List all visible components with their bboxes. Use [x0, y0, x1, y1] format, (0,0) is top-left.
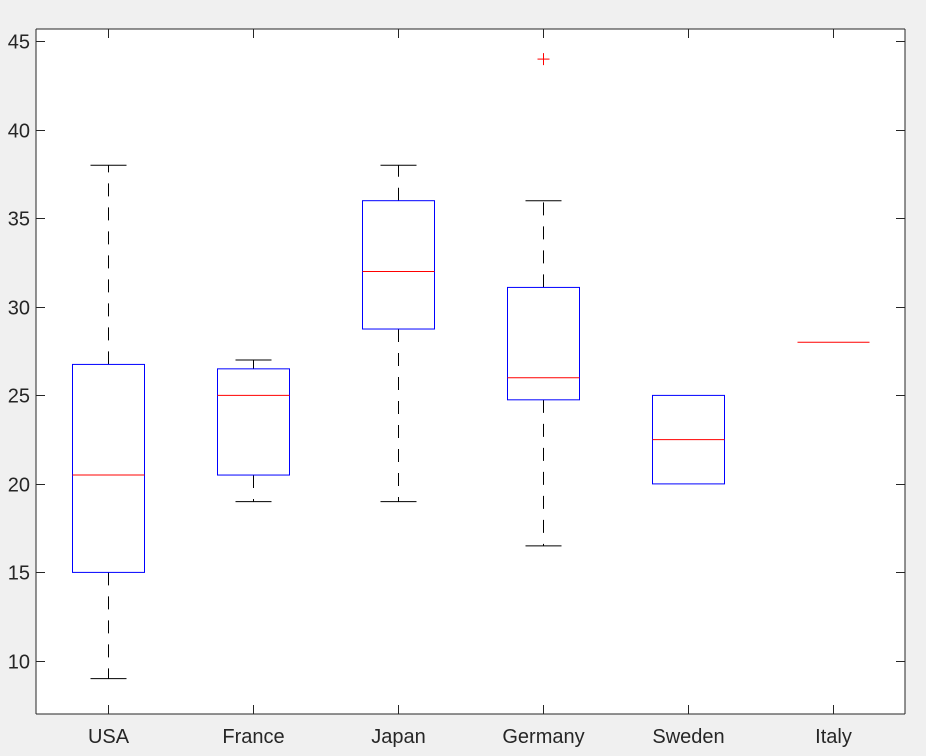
- box: [217, 368, 290, 476]
- x-tick-label-sweden: Sweden: [652, 726, 724, 748]
- box-group-usa: [72, 164, 145, 680]
- y-tick-label: 25: [8, 386, 30, 408]
- box-group-sweden: [652, 394, 725, 485]
- x-tick-label-japan: Japan: [371, 726, 426, 748]
- y-tick-label: 20: [8, 475, 30, 497]
- y-tick-label: 30: [8, 298, 30, 320]
- box: [72, 363, 145, 573]
- plot-area: [36, 29, 905, 714]
- y-tick-label: 40: [8, 121, 30, 143]
- outlier-marker: [537, 53, 550, 66]
- x-tick-label-france: France: [222, 726, 284, 748]
- axes-layer: 10 15 20 25 30 35 40 45 USA France Japan Germany Swe…: [8, 28, 906, 748]
- box: [507, 286, 580, 401]
- box-group-germany: [507, 53, 580, 547]
- y-tick-label: 10: [8, 652, 30, 674]
- x-tick-label-usa: USA: [88, 726, 130, 748]
- y-tick-label: 45: [8, 32, 30, 54]
- y-tick-label: 35: [8, 209, 30, 231]
- y-tick-label: 15: [8, 563, 30, 585]
- box: [362, 200, 435, 330]
- x-tick-label-italy: Italy: [815, 726, 852, 748]
- box-group-japan: [362, 164, 435, 503]
- box-group-france: [217, 359, 290, 503]
- x-tick-label-germany: Germany: [502, 726, 584, 748]
- boxes-layer: [72, 53, 870, 680]
